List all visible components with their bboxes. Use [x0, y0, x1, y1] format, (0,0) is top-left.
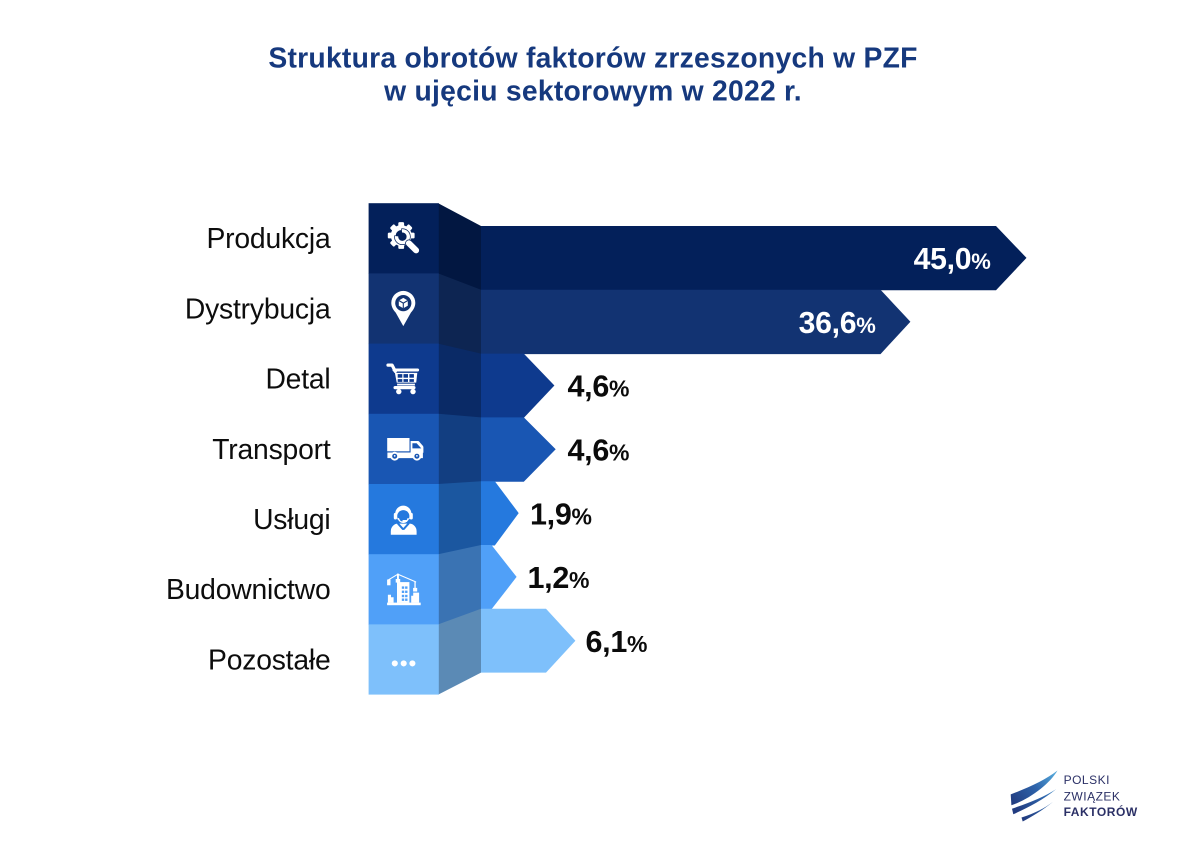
- svg-text:45,0%: 45,0%: [914, 243, 991, 276]
- svg-text:1,2%: 1,2%: [528, 561, 590, 595]
- svg-text:Struktura obrotów faktorów zrz: Struktura obrotów faktorów zrzeszonych w…: [268, 41, 917, 73]
- svg-text:ZWIĄZEK: ZWIĄZEK: [1064, 789, 1121, 803]
- svg-text:Transport: Transport: [212, 433, 331, 465]
- svg-text:Pozostałe: Pozostałe: [208, 643, 330, 675]
- svg-text:4,6%: 4,6%: [568, 370, 630, 404]
- svg-text:6,1%: 6,1%: [586, 625, 648, 659]
- svg-text:Usługi: Usługi: [253, 503, 330, 535]
- svg-text:36,6%: 36,6%: [799, 307, 876, 340]
- svg-text:Detal: Detal: [265, 363, 330, 395]
- svg-text:Dystrybucja: Dystrybucja: [185, 292, 331, 324]
- svg-text:1,9%: 1,9%: [530, 497, 592, 531]
- svg-text:Budownictwo: Budownictwo: [166, 573, 331, 605]
- svg-text:Produkcja: Produkcja: [206, 222, 330, 254]
- svg-text:POLSKI: POLSKI: [1064, 773, 1110, 787]
- svg-text:FAKTORÓW: FAKTORÓW: [1064, 804, 1138, 819]
- svg-text:4,6%: 4,6%: [568, 434, 630, 468]
- svg-text:w ujęciu sektorowym w 2022 r.: w ujęciu sektorowym w 2022 r.: [383, 75, 802, 107]
